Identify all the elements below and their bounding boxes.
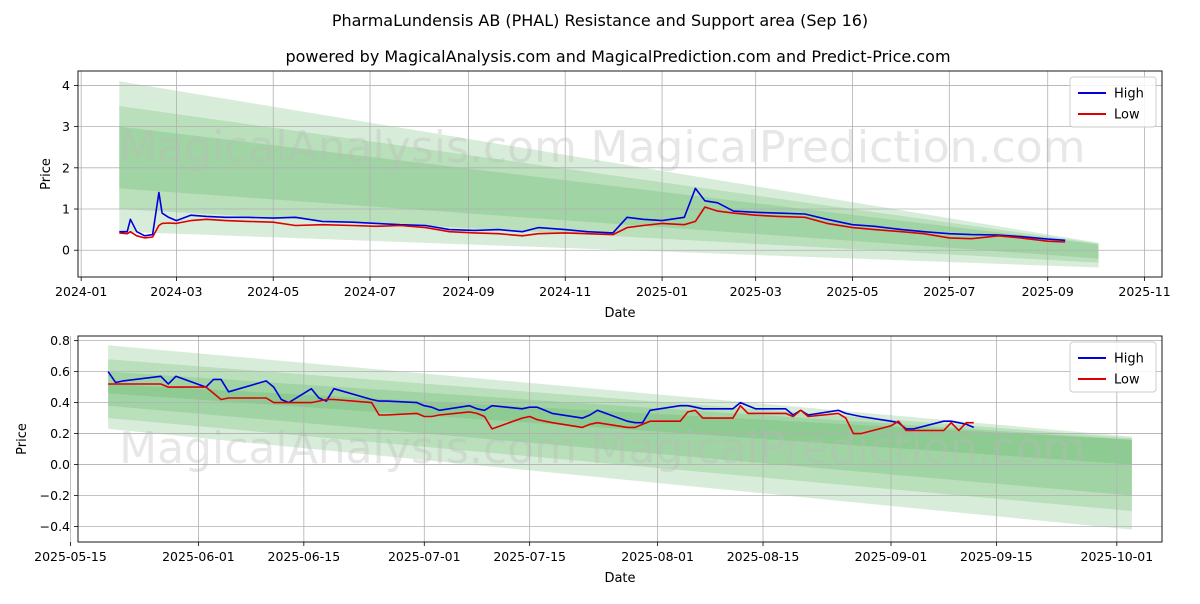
y-tick-label: 0.8	[50, 333, 70, 348]
x-tick-label: 2025-05	[826, 284, 878, 299]
x-tick-label: 2025-01	[636, 284, 688, 299]
x-tick-label: 2025-03	[730, 284, 782, 299]
resistance-support-band-1	[108, 345, 1132, 530]
x-tick-label: 2024-03	[150, 284, 202, 299]
x-tick-label: 2025-09	[1022, 284, 1074, 299]
resistance-support-band-4	[108, 384, 1132, 465]
x-tick-label: 2025-06-01	[162, 549, 235, 564]
y-tick-label: 1	[62, 202, 70, 217]
band-group	[119, 81, 1099, 268]
watermark-text: MagicalAnalysis.com	[119, 122, 577, 173]
x-tick-label: 2025-07-01	[388, 549, 461, 564]
x-tick-label: 2025-09-01	[855, 549, 928, 564]
chart-legend: High Low	[1069, 341, 1157, 393]
chart-title: PharmaLundensis AB (PHAL) Resistance and…	[332, 11, 868, 30]
legend-label-high: High	[1114, 352, 1144, 367]
y-tick-label: −0.4	[40, 519, 70, 534]
x-tick-label: 2025-06-15	[268, 549, 341, 564]
resistance-support-band-1	[119, 81, 1099, 268]
y-tick-label: 2	[62, 160, 70, 175]
x-tick-label: 2024-01	[55, 284, 107, 299]
watermark-text: MagicalAnalysis.com	[119, 423, 577, 474]
plot-area-frame	[77, 335, 1163, 543]
x-tick-label: 2025-08-01	[621, 549, 694, 564]
series-line-low	[108, 383, 974, 435]
x-tick-label: 2025-07-15	[493, 549, 566, 564]
chart-legend: High Low	[1069, 76, 1157, 128]
y-tick-label: 0.0	[50, 457, 70, 472]
y-tick-label: 0.6	[50, 364, 70, 379]
x-tick-label: 2025-11	[1118, 284, 1170, 299]
resistance-support-band-2	[119, 106, 1099, 263]
upper-chart-panel: MagicalAnalysis.com MagicalPrediction.com…	[39, 70, 1171, 321]
x-tick-label: 2025-08-15	[727, 549, 800, 564]
y-tick-label: 3	[62, 119, 70, 134]
plot-area-frame	[77, 70, 1163, 278]
x-tick-label: 2024-09	[442, 284, 494, 299]
grid-lines	[70, 336, 1162, 542]
y-axis-label: Price	[39, 158, 54, 190]
legend-label-high: High	[1114, 87, 1144, 102]
lower-chart-panel: MagicalAnalysis.com MagicalPrediction.com…	[15, 333, 1163, 586]
x-axis-label: Date	[604, 306, 635, 321]
y-tick-label: 4	[62, 78, 70, 93]
y-tick-label: 0.4	[50, 395, 70, 410]
x-axis-label: Date	[604, 571, 635, 586]
series-line-high	[119, 187, 1066, 242]
x-tick-label: 2024-07	[344, 284, 396, 299]
y-tick-label: −0.2	[40, 488, 70, 503]
x-tick-label: 2025-07	[923, 284, 975, 299]
x-tick-label: 2024-05	[247, 284, 299, 299]
x-tick-label: 2025-05-15	[34, 549, 107, 564]
x-tick-label: 2025-10-01	[1081, 549, 1154, 564]
watermark-text: MagicalPrediction.com	[591, 122, 1086, 173]
x-tick-label: 2025-09-15	[960, 549, 1033, 564]
series-line-high	[107, 371, 975, 430]
legend-label-low: Low	[1114, 373, 1140, 388]
legend-box	[1069, 341, 1157, 393]
y-axis-label: Price	[15, 423, 30, 455]
grid-lines	[78, 71, 1162, 277]
legend-label-low: Low	[1114, 108, 1140, 123]
watermark-text: MagicalPrediction.com	[591, 423, 1086, 474]
x-tick-label: 2024-11	[539, 284, 591, 299]
y-tick-label: 0	[62, 243, 70, 258]
series-line-low	[119, 206, 1066, 243]
legend-box	[1069, 76, 1157, 128]
chart-subtitle: powered by MagicalAnalysis.com and Magic…	[285, 47, 950, 66]
y-tick-label: 0.2	[50, 426, 70, 441]
